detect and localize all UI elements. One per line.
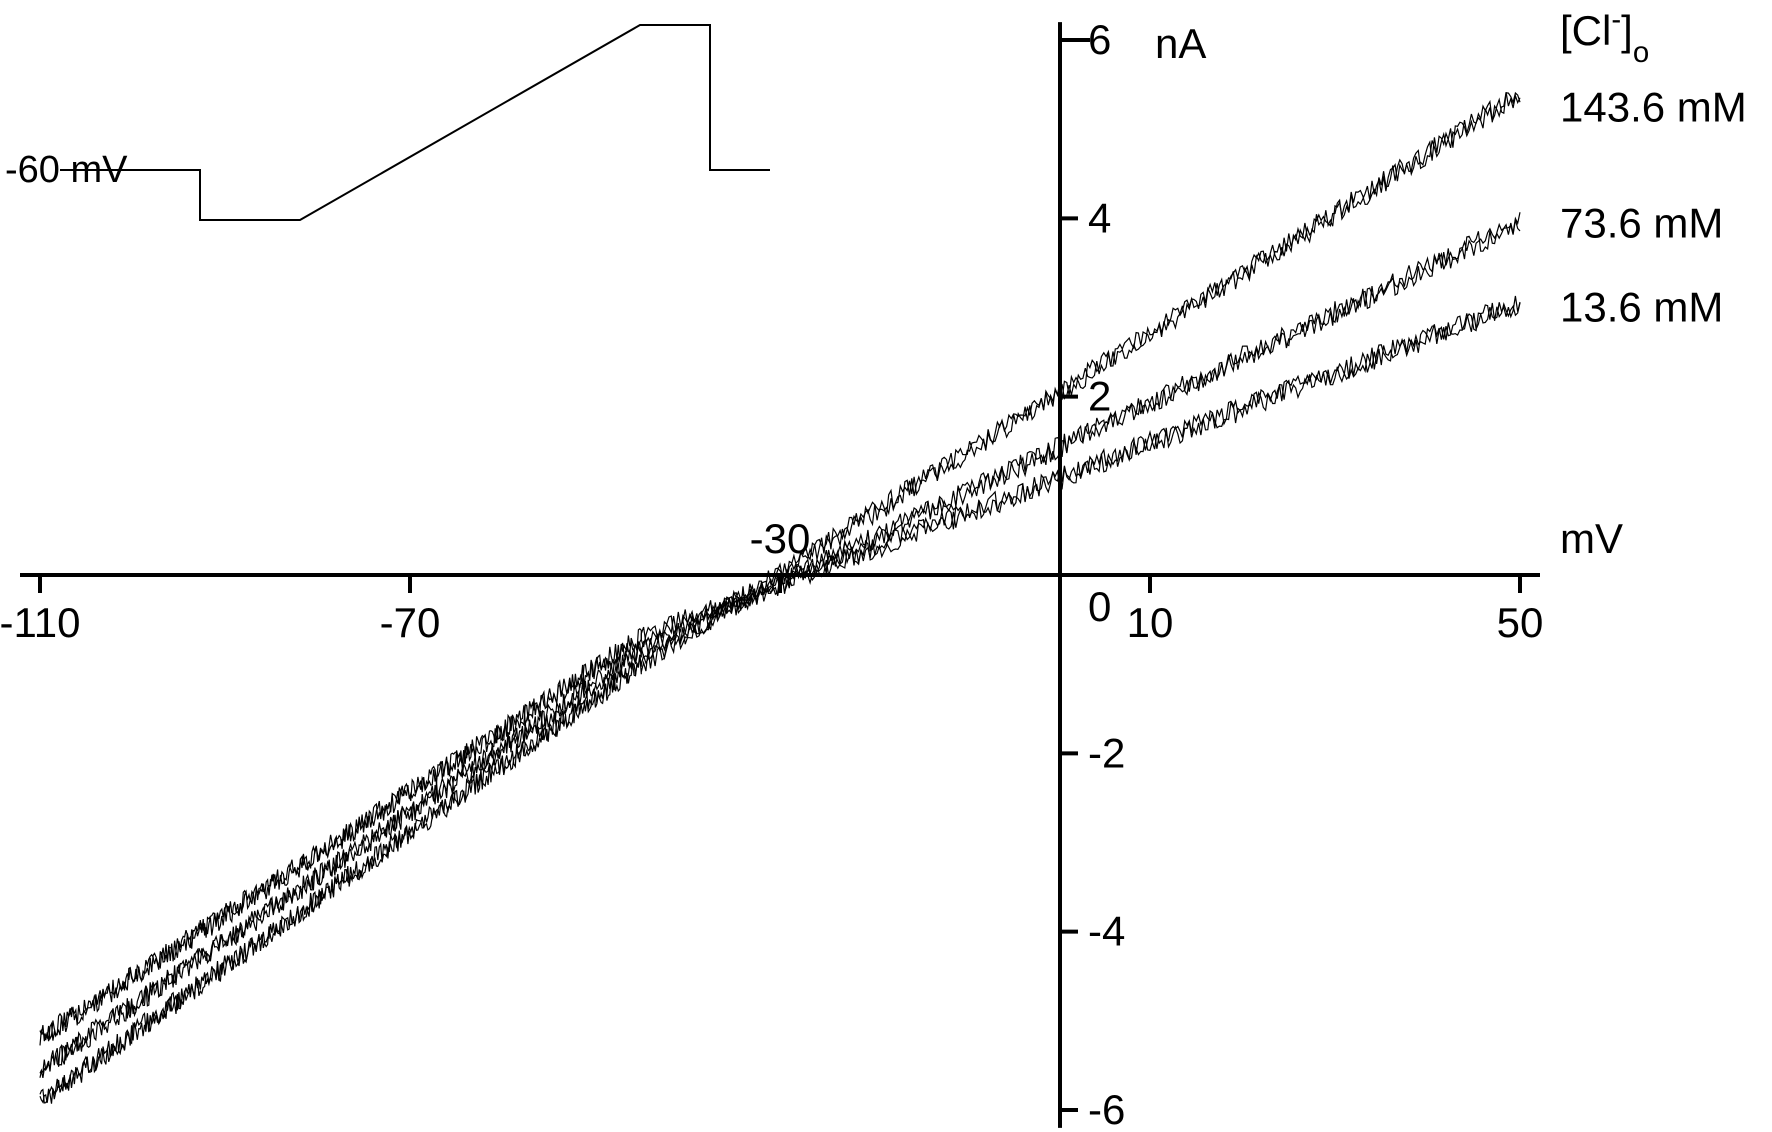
series-label: 73.6 mM — [1560, 199, 1723, 246]
ramp-hold-label: -60 mV — [5, 149, 128, 191]
legend-title: [Cl-]o — [1560, 3, 1649, 69]
x-axis-label: mV — [1560, 515, 1623, 562]
y-tick-label: 0 — [1088, 583, 1111, 630]
iv-trace — [40, 296, 1520, 1045]
x-tick-label: -70 — [380, 599, 441, 646]
y-tick-label: 2 — [1088, 373, 1111, 420]
iv-trace — [40, 92, 1520, 1103]
iv-trace-overlay — [40, 303, 1520, 1041]
figure-container: -110 -70 -30 10 50 -6 -4 -2 0 2 4 6 nA mV [Cl-]o 143.6 … — [0, 0, 1772, 1132]
iv-trace-overlay — [40, 220, 1520, 1078]
x-tick-label: 50 — [1497, 599, 1544, 646]
y-tick-label: 6 — [1088, 16, 1111, 63]
series-label: 143.6 mM — [1560, 83, 1747, 130]
y-tick-label: -4 — [1088, 908, 1125, 955]
iv-chart: -110 -70 -30 10 50 -6 -4 -2 0 2 4 6 nA mV [Cl-]o 143.6 … — [0, 0, 1772, 1132]
x-tick-label: -30 — [750, 515, 811, 562]
y-tick-label: -6 — [1088, 1086, 1125, 1132]
traces — [40, 92, 1520, 1103]
y-axis-label: nA — [1155, 20, 1206, 67]
iv-trace — [40, 212, 1520, 1078]
x-tick-label: 10 — [1127, 599, 1174, 646]
y-tick-label: -2 — [1088, 729, 1125, 776]
x-tick-label: -110 — [0, 599, 80, 646]
iv-trace-overlay — [40, 93, 1520, 1104]
series-label: 13.6 mM — [1560, 284, 1723, 331]
ramp-protocol-inset — [60, 25, 770, 220]
ramp-waveform — [60, 25, 770, 220]
y-tick-label: 4 — [1088, 194, 1111, 241]
